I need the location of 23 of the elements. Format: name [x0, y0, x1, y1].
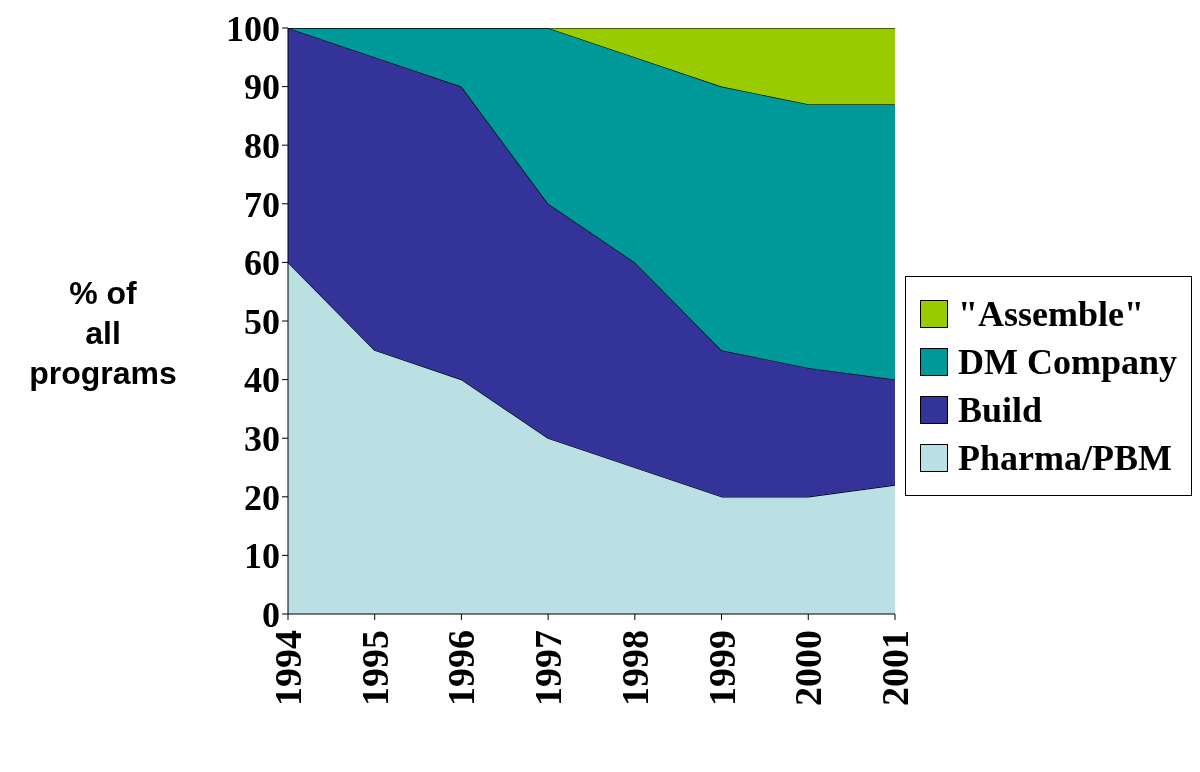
x-tick-label: 1997 [527, 630, 570, 706]
y-tick-label: 100 [226, 8, 280, 49]
y-tick-label: 30 [244, 418, 280, 459]
legend-label: Build [957, 389, 1043, 431]
y-tick-label: 10 [244, 536, 280, 577]
x-tick-label: 1994 [267, 630, 309, 706]
x-tick-label: 1999 [700, 630, 743, 706]
y-tick-label: 50 [244, 301, 280, 342]
y-tick-label: 80 [244, 125, 280, 166]
legend-label: "Assemble" [957, 293, 1144, 335]
y-axis-title: % of all programs [28, 274, 178, 393]
y-tick-label: 40 [244, 360, 280, 401]
x-tick-label: 2001 [873, 630, 916, 706]
x-tick-label: 2000 [787, 630, 830, 706]
y-tick-label: 70 [244, 184, 280, 225]
y-tick-label: 20 [244, 477, 280, 518]
y-tick-label: 60 [244, 243, 280, 284]
x-tick-label: 1998 [613, 630, 656, 706]
x-tick-label: 1995 [353, 630, 396, 706]
x-tick-label: 1996 [440, 630, 483, 706]
legend-label: DM Company [957, 341, 1177, 383]
legend-label: Pharma/PBM [957, 437, 1172, 479]
y-tick-label: 90 [244, 67, 280, 108]
